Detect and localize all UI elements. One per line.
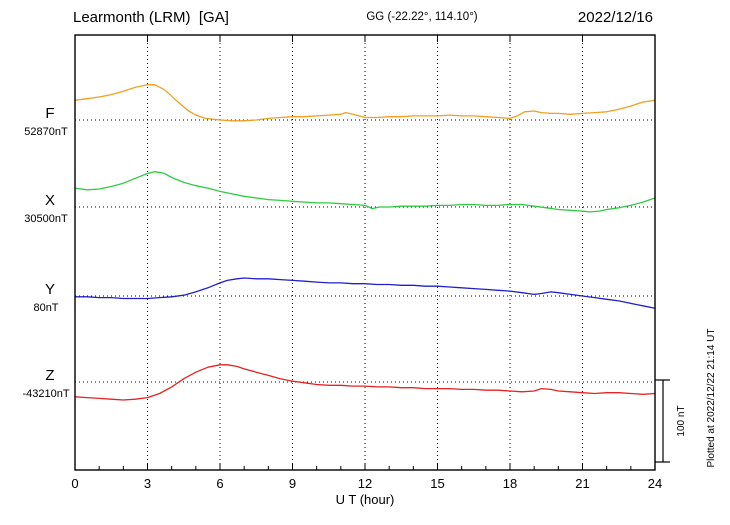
series-baseline-value-X: 30500nT (24, 213, 68, 225)
x-axis-title: U T (hour) (336, 492, 395, 507)
series-label-X: X (45, 192, 55, 209)
series-label-Z: Z (45, 367, 54, 384)
series-baseline-value-Y: 80nT (33, 302, 58, 314)
trace-Z (74, 364, 656, 401)
trace-X (74, 171, 656, 213)
date-label: 2022/12/16 (578, 9, 653, 26)
geographic-coords-label: GG (-22.22°, 114.10°) (366, 11, 477, 23)
series-label-F: F (45, 105, 54, 122)
x-tick-label: 0 (71, 476, 78, 491)
x-tick-label: 3 (144, 476, 151, 491)
series-baseline-value-Z: -43210nT (22, 388, 69, 400)
series-label-Y: Y (45, 281, 55, 298)
x-tick-label: 24 (648, 476, 662, 491)
scale-bar-label: 100 nT (676, 405, 687, 436)
trace-Y (74, 277, 656, 309)
x-tick-label: 21 (575, 476, 589, 491)
chart-generated-layer: 0 3 6 9 12 15 18 21 24 F 52870nT X 30500nT Y 80nT Z -432… (22, 35, 670, 491)
x-tick-label: 15 (430, 476, 444, 491)
plotted-at-note: Plotted at 2022/12/22 21:14 UT (706, 329, 717, 468)
trace-F (74, 84, 656, 122)
x-tick-label: 6 (216, 476, 223, 491)
series-baseline-value-F: 52870nT (24, 126, 68, 138)
plot-frame (74, 34, 656, 471)
station-title: Learmonth (LRM) [GA] (73, 9, 229, 26)
x-tick-label: 9 (289, 476, 296, 491)
x-tick-label: 18 (503, 476, 517, 491)
x-tick-label: 12 (358, 476, 372, 491)
